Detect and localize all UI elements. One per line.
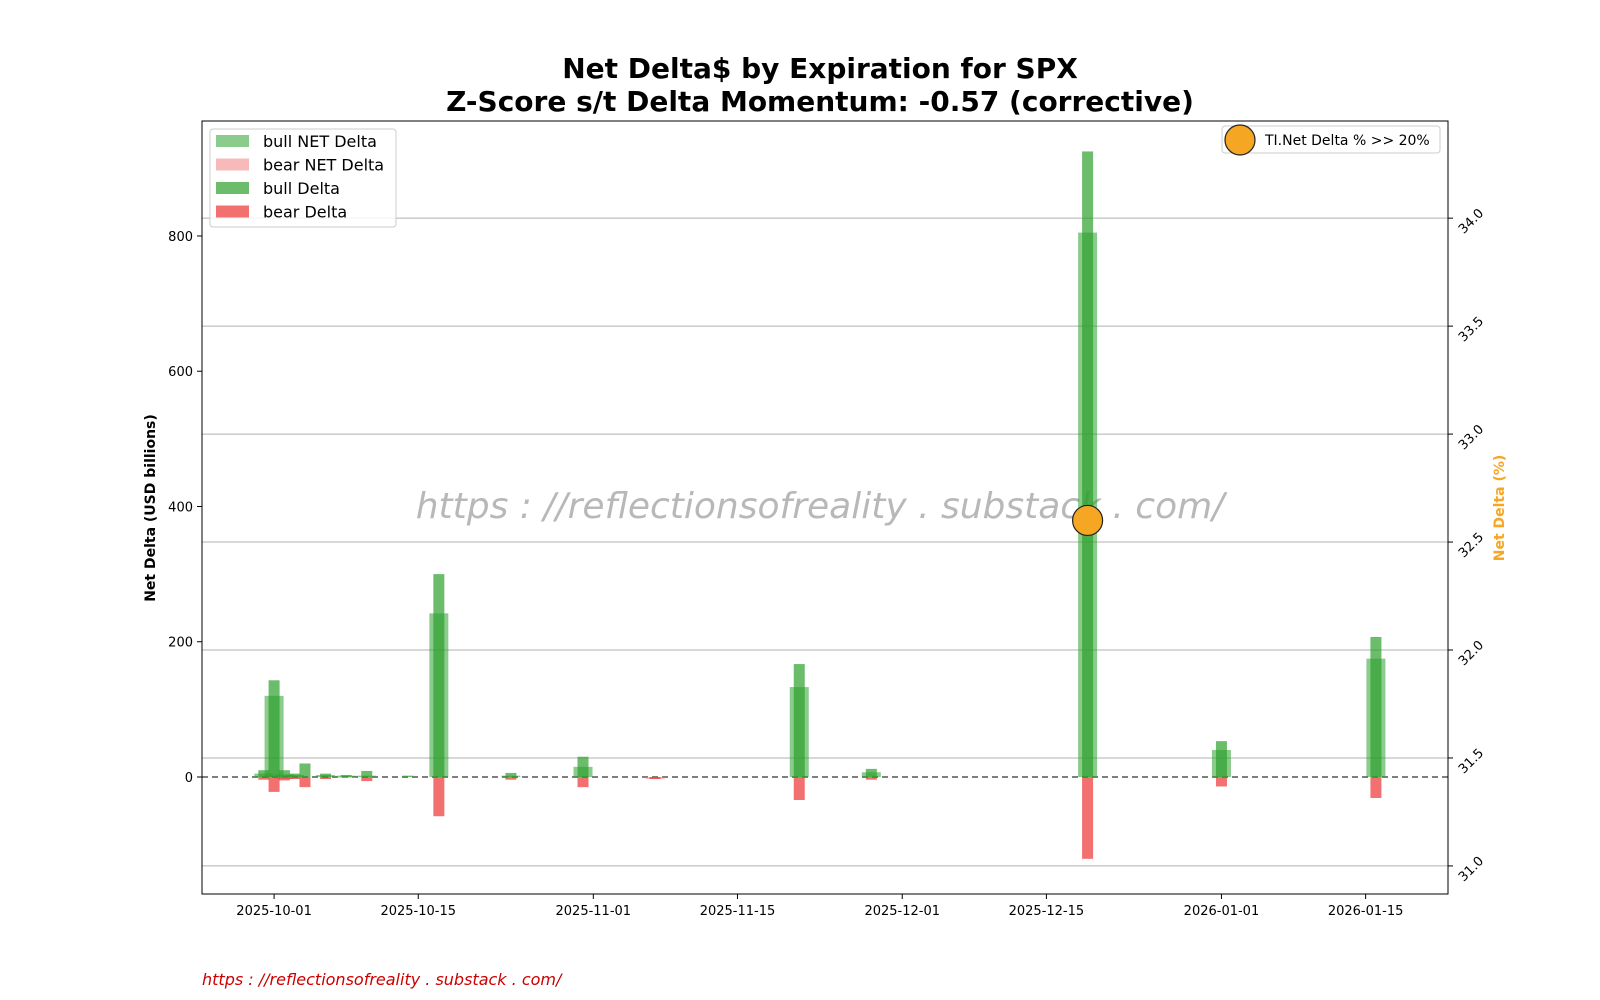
y2-axis-label: Net Delta (%) xyxy=(1492,455,1508,562)
bar-bull-delta xyxy=(278,770,290,778)
bar-bull-delta xyxy=(258,770,270,778)
bar-bull-delta xyxy=(1082,151,1094,778)
bar-bull-delta xyxy=(402,775,414,778)
legend-swatch xyxy=(216,205,249,218)
legend-label: bear NET Delta xyxy=(263,156,384,175)
secondary-gridlines xyxy=(202,217,1448,867)
chart-subtitle: Z-Score s/t Delta Momentum: -0.57 (corre… xyxy=(446,85,1194,118)
marker-legend-label: TI.Net Delta % >> 20% xyxy=(1264,133,1430,149)
legend-box xyxy=(209,128,397,228)
x-tick-label: 2025-10-15 xyxy=(380,904,456,919)
bar-bear-delta xyxy=(1215,777,1227,787)
bar-bull-delta xyxy=(505,772,517,778)
bar-bull-delta xyxy=(320,773,332,778)
bar-bear-delta xyxy=(268,777,280,792)
marker-legend-swatch xyxy=(1224,124,1256,156)
bar-bear-delta xyxy=(1082,777,1094,859)
y-tick-label: 400 xyxy=(168,500,193,515)
legend-label: bear Delta xyxy=(263,203,347,222)
y2-tick-label: 31.0 xyxy=(1456,854,1487,885)
y-tick-label: 800 xyxy=(168,230,193,245)
y2-axis: 31.0 31.5 32.0 32.5 33.0 33.5 34.0 xyxy=(1448,206,1487,885)
plot-frame xyxy=(201,120,1449,895)
legend-label: bull Delta xyxy=(263,179,340,198)
chart-title: Net Delta$ by Expiration for SPX xyxy=(562,52,1078,85)
y2-tick-label: 32.5 xyxy=(1456,530,1487,561)
legend-swatch xyxy=(216,182,249,194)
footer-link[interactable]: https : //reflectionsofreality . substac… xyxy=(202,970,563,989)
bar-bull-delta xyxy=(289,773,301,778)
x-tick-label: 2025-11-15 xyxy=(700,904,776,919)
bar-bear-delta xyxy=(361,777,373,782)
x-tick-label: 2025-10-01 xyxy=(236,904,312,919)
bar-bear-delta xyxy=(320,777,332,780)
watermark: https : //reflectionsofreality . substac… xyxy=(416,486,1228,527)
y2-tick-label: 31.5 xyxy=(1456,746,1487,777)
bar-bull-delta xyxy=(577,756,589,778)
bar-bear-delta xyxy=(865,777,877,780)
x-tick-label: 2025-12-01 xyxy=(864,904,940,919)
legend-swatch xyxy=(216,135,249,147)
y2-tick-label: 33.5 xyxy=(1456,314,1487,345)
bar-bear-delta xyxy=(577,777,589,788)
bar-bull-delta xyxy=(433,574,445,778)
bar-bear-net-delta xyxy=(336,777,356,778)
legend-label: bull NET Delta xyxy=(263,132,377,151)
marker-legend-box xyxy=(1221,125,1441,154)
bar-bear-delta xyxy=(793,777,805,800)
bar-bull-delta xyxy=(268,680,280,778)
bar-bull-delta xyxy=(299,763,311,778)
bar-bear-delta xyxy=(299,777,311,788)
bar-bull-delta xyxy=(865,768,877,778)
y-tick-label: 600 xyxy=(168,365,193,380)
bar-bear-delta xyxy=(505,777,517,780)
y-axis-label: Net Delta (USD billions) xyxy=(143,414,159,602)
x-axis: 2025-10-01 2025-10-15 2025-11-01 2025-11-15… xyxy=(236,894,1403,919)
y2-tick-label: 33.0 xyxy=(1456,422,1487,453)
bar-bear-delta xyxy=(258,777,270,780)
bar-bull-delta xyxy=(793,664,805,778)
y-axis: 0 200 400 600 800 xyxy=(168,230,202,786)
legend-swatch xyxy=(216,158,249,171)
bar-bear-delta xyxy=(1370,777,1382,798)
x-tick-label: 2026-01-15 xyxy=(1328,904,1404,919)
bar-bull-delta xyxy=(1215,741,1227,778)
bar-bear-delta xyxy=(649,777,661,780)
marker-legend: TI.Net Delta % >> 20% xyxy=(1221,124,1441,156)
y-tick-label: 200 xyxy=(168,636,193,651)
ti-net-delta-marker xyxy=(1071,504,1104,537)
y-tick-label: 0 xyxy=(185,771,193,786)
y2-tick-label: 32.0 xyxy=(1456,638,1487,669)
x-tick-label: 2026-01-01 xyxy=(1184,904,1260,919)
y2-tick-label: 34.0 xyxy=(1456,206,1487,237)
bar-bull-delta xyxy=(361,770,373,778)
bar-bull-delta xyxy=(1370,637,1382,778)
markers xyxy=(1071,504,1104,537)
x-tick-label: 2025-11-01 xyxy=(556,904,632,919)
bar-bull-delta xyxy=(340,774,352,778)
legend: bull NET Delta bear NET Delta bull Delta be… xyxy=(209,128,397,228)
bars xyxy=(254,151,1386,859)
bar-bear-delta xyxy=(278,777,290,781)
bar-bear-delta xyxy=(289,777,301,780)
bar-bear-delta xyxy=(433,777,445,817)
x-tick-label: 2025-12-15 xyxy=(1009,904,1085,919)
